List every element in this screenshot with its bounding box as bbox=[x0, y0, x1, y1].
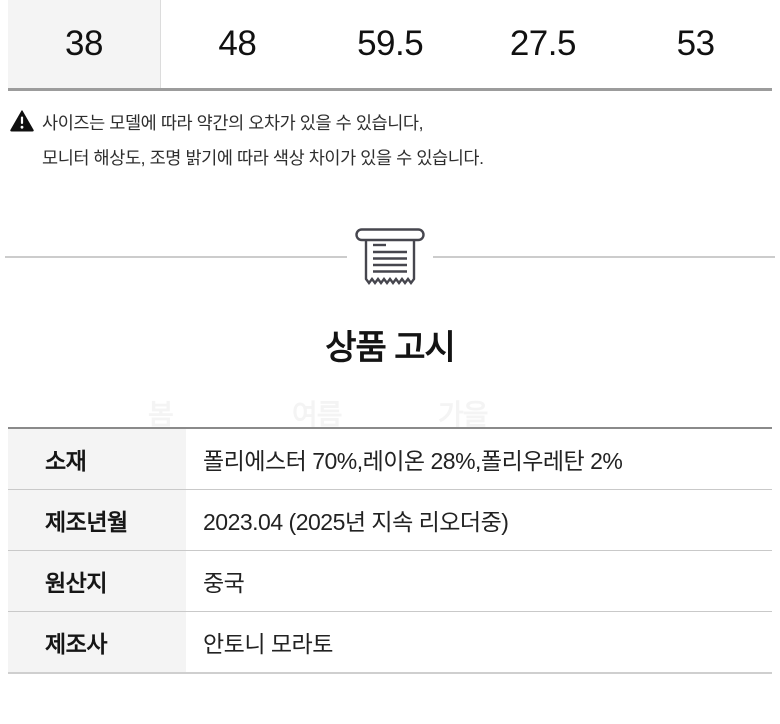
disclaimer-line: 사이즈는 모델에 따라 약간의 오차가 있을 수 있습니다, bbox=[42, 113, 424, 133]
row-value: 2023.04 (2025년 지속 리오더중) bbox=[203, 509, 509, 535]
section-title: 상품 고시 bbox=[325, 329, 456, 367]
size-cell: 48 bbox=[161, 0, 314, 88]
row-value: 폴리에스터 70%,레이온 28%,폴리우레탄 2% bbox=[203, 448, 623, 474]
size-value: 53 bbox=[676, 24, 715, 63]
disclaimer-line: 모니터 해상도, 조명 밝기에 따라 색상 차이가 있을 수 있습니다. bbox=[42, 148, 484, 168]
size-value: 48 bbox=[218, 24, 257, 63]
product-disclosure-table: 소재 폴리에스터 70%,레이온 28%,폴리우레탄 2% 제조년월 2023.… bbox=[8, 427, 772, 674]
size-table-row: 38 48 59.5 27.5 53 bbox=[8, 0, 772, 91]
size-cell: 27.5 bbox=[467, 0, 620, 88]
warning-triangle-icon bbox=[10, 110, 34, 132]
size-disclaimer: 사이즈는 모델에 따라 약간의 오차가 있을 수 있습니다, 모니터 해상도, … bbox=[8, 106, 772, 176]
row-label: 제조사 bbox=[8, 612, 186, 672]
table-row: 제조사 안토니 모라토 bbox=[8, 612, 772, 674]
table-row: 제조년월 2023.04 (2025년 지속 리오더중) bbox=[8, 490, 772, 551]
row-value: 안토니 모라토 bbox=[203, 631, 333, 657]
ghost-text: 여름 bbox=[292, 399, 343, 427]
divider-line-right bbox=[433, 256, 775, 258]
clipped-text-row: 봄 여름 가을 bbox=[0, 369, 780, 427]
row-label: 제조년월 bbox=[8, 490, 186, 550]
size-value: 27.5 bbox=[509, 24, 577, 63]
table-row: 소재 폴리에스터 70%,레이온 28%,폴리우레탄 2% bbox=[8, 429, 772, 490]
size-cell: 59.5 bbox=[314, 0, 467, 88]
size-cell-label: 38 bbox=[8, 0, 161, 88]
size-value: 38 bbox=[65, 24, 103, 63]
ghost-text: 봄 bbox=[148, 399, 174, 427]
row-label: 원산지 bbox=[8, 551, 186, 611]
ghost-text: 가을 bbox=[438, 399, 489, 427]
receipt-icon bbox=[347, 228, 433, 286]
row-label: 소재 bbox=[8, 429, 186, 489]
size-cell: 53 bbox=[619, 0, 772, 88]
size-value: 59.5 bbox=[357, 24, 424, 63]
row-value: 중국 bbox=[203, 570, 245, 596]
section-divider bbox=[0, 228, 780, 286]
divider-line-left bbox=[5, 256, 347, 258]
table-row: 원산지 중국 bbox=[8, 551, 772, 612]
